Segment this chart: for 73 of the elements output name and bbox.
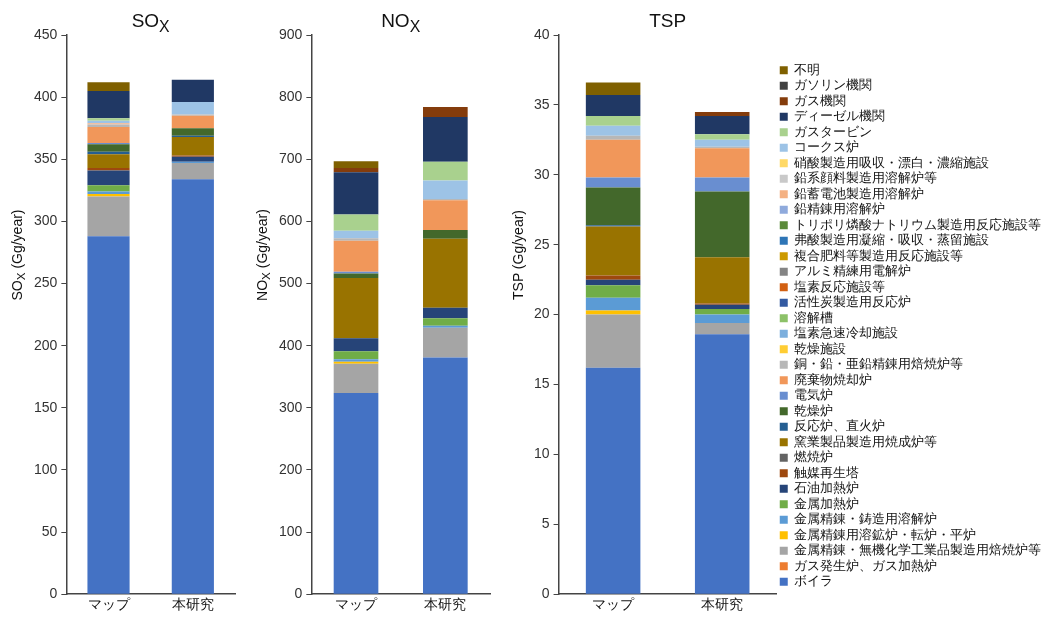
legend-label: 触媒再生塔 bbox=[794, 465, 859, 480]
legend-label: 鉛精錬用溶解炉 bbox=[794, 201, 885, 217]
legend-label: 塩素反応施設等 bbox=[793, 278, 885, 294]
y-tick-label: 200 bbox=[34, 336, 58, 353]
legend-label: トリポリ燐酸ナトリウム製造用反応施設等 bbox=[794, 216, 1041, 232]
y-tick-label: 300 bbox=[279, 398, 303, 415]
y-tick-label: 400 bbox=[279, 336, 303, 353]
legend-label: 溶解槽 bbox=[794, 309, 833, 325]
legend-label: ボイラ bbox=[794, 574, 833, 589]
legend-label: 乾燥施設 bbox=[794, 341, 846, 356]
y-tick-label: 600 bbox=[279, 212, 303, 229]
legend-label: 硝酸製造用吸収・漂白・濃縮施設 bbox=[793, 155, 989, 170]
legend-label: 金属精錬・鋳造用溶解炉 bbox=[794, 511, 937, 527]
legend-label: ガスタービン bbox=[794, 124, 872, 139]
y-tick-label: 50 bbox=[41, 522, 58, 539]
y-tick-label: 900 bbox=[279, 25, 303, 42]
y-tick-label: 800 bbox=[279, 87, 303, 104]
legend-label: 塩素急速冷却施設 bbox=[793, 326, 898, 341]
y-tick-label: 20 bbox=[533, 305, 550, 322]
y-tick-label: 5 bbox=[541, 515, 550, 532]
legend-label: 金属加熱炉 bbox=[794, 496, 859, 511]
y-tick-label: 100 bbox=[279, 522, 303, 539]
legend-label: 不明 bbox=[794, 62, 820, 77]
y-tick-label: 40 bbox=[533, 25, 550, 42]
legend-label: 金属精錬・無機化学工業品製造用焙焼炉等 bbox=[794, 543, 1041, 558]
y-tick-label: 100 bbox=[34, 460, 58, 477]
legend-label: 金属精錬用溶鉱炉・転炉・平炉 bbox=[794, 526, 976, 542]
legend-label: 乾燥炉 bbox=[794, 403, 833, 418]
chart-title: TSP bbox=[648, 10, 688, 32]
y-tick-label: 700 bbox=[279, 150, 303, 167]
y-tick-label: 10 bbox=[533, 445, 550, 462]
legend-label: ディーゼル機関 bbox=[794, 109, 885, 124]
y-tick-label: 0 bbox=[49, 585, 58, 602]
legend-label: 銅・鉛・亜鉛精錬用焙焼炉等 bbox=[794, 357, 963, 372]
x-tick-label: マップ bbox=[592, 596, 636, 613]
legend-label: 窯業製品製造用焼成炉等 bbox=[794, 433, 937, 449]
y-tick-label: 150 bbox=[34, 398, 58, 415]
legend-label: アルミ精練用電解炉 bbox=[794, 264, 911, 279]
legend-label: 鉛蓄電池製造用溶解炉 bbox=[794, 185, 924, 201]
legend-label: 燃焼炉 bbox=[794, 450, 833, 465]
legend-label: 電気炉 bbox=[794, 388, 833, 403]
y-tick-label: 30 bbox=[533, 165, 550, 182]
y-tick-label: 35 bbox=[533, 95, 550, 112]
y-tick-label: 400 bbox=[34, 87, 58, 104]
legend-label: 複合肥料等製造用反応施設等 bbox=[794, 247, 963, 263]
x-tick-label: 本研究 bbox=[701, 596, 744, 613]
y-tick-label: 300 bbox=[34, 212, 58, 229]
y-tick-label: 0 bbox=[541, 585, 550, 602]
legend-label: 石油加熱炉 bbox=[794, 481, 859, 496]
x-tick-label: 本研究 bbox=[424, 596, 467, 613]
y-tick-label: 200 bbox=[279, 460, 303, 477]
chart-title: NO$_{X}$ bbox=[380, 10, 422, 36]
legend-label: ガソリン機関 bbox=[794, 78, 872, 93]
y-tick-label: 0 bbox=[294, 585, 303, 602]
x-tick-label: 本研究 bbox=[171, 596, 214, 613]
legend-label: 廃棄物焼却炉 bbox=[794, 371, 872, 387]
y-tick-label: 25 bbox=[533, 235, 550, 252]
legend-label: 活性炭製造用反応炉 bbox=[794, 294, 911, 310]
x-tick-label: マップ bbox=[87, 596, 131, 613]
legend-label: 鉛系顔料製造用溶解炉等 bbox=[794, 170, 937, 186]
y-tick-label: 250 bbox=[34, 274, 58, 291]
legend-label: 弗酸製造用凝縮・吸収・蒸留施設 bbox=[794, 233, 989, 248]
y-tick-label: 450 bbox=[34, 25, 58, 42]
legend-label: ガス発生炉、ガス加熱炉 bbox=[794, 558, 937, 573]
y-axis-title: TSP (Gg/year) bbox=[510, 209, 526, 300]
y-tick-label: 500 bbox=[279, 274, 303, 291]
chart-title: SO$_{X}$ bbox=[130, 10, 171, 36]
legend-label: コークス炉 bbox=[794, 140, 859, 155]
y-tick-label: 15 bbox=[533, 375, 550, 392]
y-tick-label: 350 bbox=[34, 150, 58, 167]
legend-label: 反応炉、直火炉 bbox=[794, 418, 885, 434]
legend-label: ガス機関 bbox=[794, 93, 846, 108]
x-tick-label: マップ bbox=[335, 596, 379, 613]
